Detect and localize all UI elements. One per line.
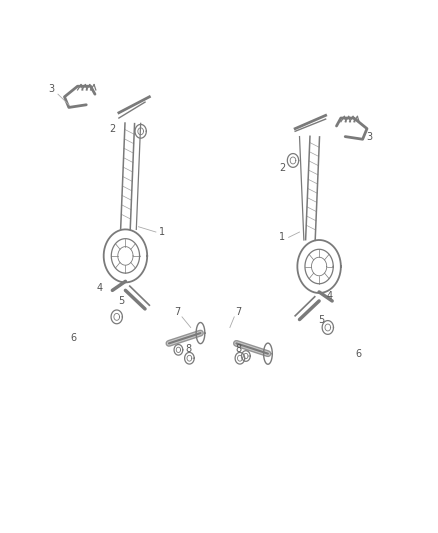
Text: 3: 3 bbox=[366, 132, 372, 142]
Text: 5: 5 bbox=[318, 314, 325, 325]
Text: 4: 4 bbox=[327, 290, 333, 301]
Text: 5: 5 bbox=[118, 296, 124, 306]
Text: 7: 7 bbox=[174, 306, 181, 317]
Text: 8: 8 bbox=[185, 344, 191, 354]
Text: 1: 1 bbox=[279, 232, 285, 243]
Text: 2: 2 bbox=[109, 124, 116, 134]
Text: 1: 1 bbox=[159, 227, 166, 237]
Text: 3: 3 bbox=[48, 84, 54, 94]
Text: 6: 6 bbox=[70, 333, 76, 343]
Text: 8: 8 bbox=[236, 344, 242, 354]
Text: 6: 6 bbox=[355, 349, 361, 359]
Text: 7: 7 bbox=[236, 306, 242, 317]
Text: 4: 4 bbox=[96, 282, 102, 293]
Text: 2: 2 bbox=[279, 164, 285, 173]
